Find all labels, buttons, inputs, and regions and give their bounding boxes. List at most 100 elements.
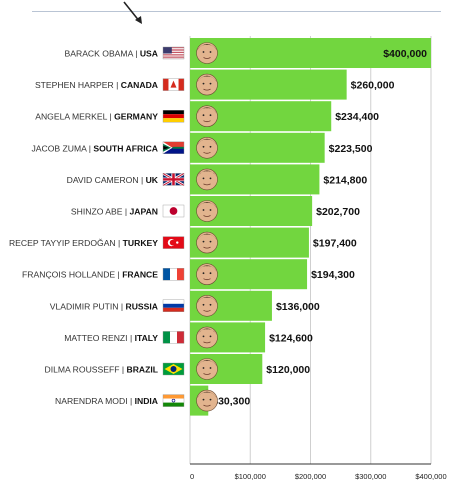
label-separator: | (119, 365, 126, 375)
country-name: CANADA (121, 80, 158, 90)
x-tick-label: $100,000 (235, 472, 266, 481)
bar-value-label: $197,400 (313, 238, 357, 250)
bar-value-label: $136,000 (276, 301, 320, 313)
leader-name: VLADIMIR PUTIN (50, 301, 119, 311)
bar-row: $234,400 ANGELA MERKEL | GERMANY (35, 101, 379, 132)
label-separator: | (133, 49, 140, 59)
label-separator: | (128, 396, 135, 406)
bar-value-label: $234,400 (335, 111, 379, 123)
bar-row: $194,300 FRANÇOIS HOLLANDE | FRANCE (22, 259, 355, 290)
leader-face-icon (196, 294, 218, 317)
category-label: FRANÇOIS HOLLANDE | FRANCE (22, 270, 158, 280)
bar-value-label: $124,600 (269, 332, 313, 344)
x-tick-label: $200,000 (295, 472, 326, 481)
canada-flag-icon (162, 78, 185, 91)
top-divider (32, 11, 441, 12)
leader-face-icon (196, 137, 218, 159)
country-name: BRAZIL (126, 365, 158, 375)
x-tick-label: $300,000 (355, 472, 386, 481)
label-separator: | (114, 80, 121, 90)
leader-name: NARENDRA MODI (55, 396, 128, 406)
leader-face-icon (196, 42, 218, 64)
leader-name: RECEP TAYYIP ERDOĞAN (9, 238, 116, 248)
category-label: VLADIMIR PUTIN | RUSSIA (50, 301, 158, 311)
brazil-flag-icon (162, 362, 185, 376)
bar-value-label: $202,700 (316, 206, 360, 218)
leader-name: DAVID CAMERON (67, 175, 139, 185)
category-label: STEPHEN HARPER | CANADA (35, 80, 158, 90)
india-flag-icon (162, 394, 185, 407)
leader-face-icon (196, 105, 218, 127)
leader-face-icon (196, 389, 218, 412)
category-label: ANGELA MERKEL | GERMANY (35, 112, 158, 122)
label-separator: | (107, 112, 114, 122)
bar-row: $120,000 DILMA ROUSSEFF | BRAZIL (45, 354, 310, 384)
country-name: RUSSIA (126, 301, 158, 311)
uk-flag-icon (162, 172, 185, 187)
leader-name: SHINZO ABE (71, 207, 123, 217)
category-label: JACOB ZUMA | SOUTH AFRICA (31, 143, 158, 153)
label-separator: | (122, 207, 129, 217)
germany-flag-icon (162, 109, 185, 123)
label-separator: | (115, 270, 122, 280)
category-label: SHINZO ABE | JAPAN (71, 207, 158, 217)
country-name: FRANCE (122, 270, 158, 280)
france-flag-icon (162, 268, 185, 281)
bar-row: $124,600 MATTEO RENZI | ITALY (64, 322, 313, 353)
bar-value-label: $214,800 (323, 174, 367, 186)
bar-value-label: $30,300 (212, 396, 250, 408)
category-label: RECEP TAYYIP ERDOĞAN | TURKEY (9, 238, 158, 248)
country-name: USA (140, 49, 158, 59)
x-tick-label: 0 (190, 472, 194, 481)
bar-row: $223,500 JACOB ZUMA | SOUTH AFRICA (31, 132, 373, 163)
country-name: ITALY (135, 333, 159, 343)
label-separator: | (86, 143, 93, 153)
bar-row: $400,000 BARACK OBAMA | USA (65, 38, 431, 68)
bar-row: $214,800 DAVID CAMERON | UK (67, 164, 367, 195)
bar-value-label: $223,500 (329, 143, 373, 155)
leader-name: FRANÇOIS HOLLANDE (22, 270, 115, 280)
country-name: GERMANY (114, 112, 158, 122)
pointer-arrow-icon (123, 1, 142, 24)
bar-row: $197,400 RECEP TAYYIP ERDOĞAN | TURKEY (9, 227, 357, 258)
turkey-flag-icon (162, 236, 185, 249)
bar-value-label: $400,000 (383, 48, 427, 60)
bar-value-label: $260,000 (351, 80, 395, 92)
leader-name: STEPHEN HARPER (35, 80, 114, 90)
leader-name: BARACK OBAMA (65, 49, 134, 59)
label-separator: | (128, 333, 135, 343)
bar (190, 38, 431, 68)
russia-flag-icon (162, 299, 185, 312)
leader-face-icon (196, 263, 218, 286)
category-label: DILMA ROUSSEFF | BRAZIL (45, 365, 159, 375)
bar-value-label: $194,300 (311, 269, 355, 281)
category-label: MATTEO RENZI | ITALY (64, 333, 158, 343)
x-tick-label: $400,000 (415, 472, 446, 481)
country-name: INDIA (135, 396, 158, 406)
bar-value-label: $120,000 (266, 364, 310, 376)
bar-row: $202,700 SHINZO ABE | JAPAN (71, 196, 360, 226)
leader-face-icon (196, 168, 218, 191)
leader-name: JACOB ZUMA (31, 143, 87, 153)
italy-flag-icon (162, 331, 185, 344)
japan-flag-icon (162, 204, 185, 218)
bar-row: $136,000 VLADIMIR PUTIN | RUSSIA (50, 290, 320, 321)
category-label: DAVID CAMERON | UK (67, 175, 159, 185)
country-name: SOUTH AFRICA (93, 143, 158, 153)
leader-face-icon (196, 200, 218, 222)
label-separator: | (116, 238, 123, 248)
south-africa-flag-icon (162, 141, 185, 155)
category-label: NARENDRA MODI | INDIA (55, 396, 158, 406)
leader-face-icon (196, 358, 218, 380)
leader-face-icon (196, 231, 218, 254)
country-name: JAPAN (130, 207, 159, 217)
usa-flag-icon (162, 46, 185, 60)
country-name: UK (146, 175, 159, 185)
label-separator: | (139, 175, 146, 185)
leader-name: ANGELA MERKEL (35, 112, 107, 122)
leader-face-icon (196, 73, 218, 96)
bar-row: $260,000 STEPHEN HARPER | CANADA (35, 69, 395, 100)
bar-row: $30,300 NARENDRA MODI | INDIA (55, 385, 250, 416)
